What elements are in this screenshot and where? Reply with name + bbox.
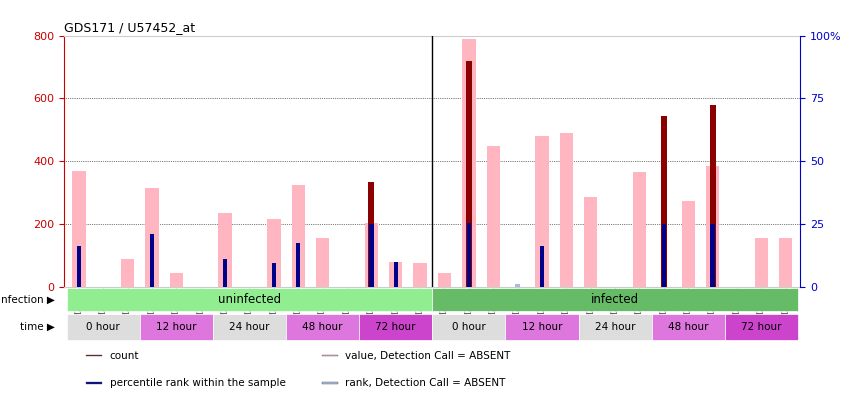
Bar (271, 263, 276, 287)
Bar (322, 355, 338, 356)
Bar (86, 383, 103, 384)
Text: 12 hour: 12 hour (156, 322, 197, 332)
Bar (584, 198, 597, 287)
Bar (437, 273, 451, 287)
Text: 48 hour: 48 hour (668, 322, 709, 332)
Bar (267, 219, 281, 287)
Bar (661, 116, 667, 287)
Text: time ▶: time ▶ (20, 322, 55, 332)
Text: percentile rank within the sample: percentile rank within the sample (110, 378, 286, 388)
Text: infected: infected (591, 293, 639, 306)
Bar (169, 273, 183, 287)
Text: 24 hour: 24 hour (229, 322, 270, 332)
Text: 0 hour: 0 hour (452, 322, 485, 332)
Bar (86, 355, 103, 356)
Bar (579, 314, 651, 340)
Bar (467, 223, 471, 287)
Text: count: count (110, 351, 140, 361)
Bar (389, 262, 402, 287)
Bar (360, 314, 432, 340)
Text: 12 hour: 12 hour (521, 322, 562, 332)
Bar (316, 238, 330, 287)
Bar (505, 314, 579, 340)
Bar (67, 314, 140, 340)
Bar (560, 133, 573, 287)
Bar (432, 288, 798, 311)
Text: uninfected: uninfected (218, 293, 281, 306)
Bar (413, 263, 427, 287)
Bar (515, 284, 520, 287)
Bar (662, 224, 666, 287)
Bar (296, 243, 300, 287)
Bar (121, 259, 134, 287)
Bar (651, 314, 725, 340)
Bar (286, 314, 360, 340)
Bar (77, 246, 81, 287)
Bar (394, 262, 398, 287)
Text: 0 hour: 0 hour (86, 322, 120, 332)
Bar (466, 61, 472, 287)
Bar (368, 182, 374, 287)
Bar (432, 314, 505, 340)
Text: 72 hour: 72 hour (376, 322, 416, 332)
Bar (540, 246, 544, 287)
Bar (223, 259, 228, 287)
Bar (369, 224, 373, 287)
Text: infection ▶: infection ▶ (0, 295, 55, 305)
Text: 48 hour: 48 hour (302, 322, 343, 332)
Bar (779, 238, 793, 287)
Text: value, Detection Call = ABSENT: value, Detection Call = ABSENT (346, 351, 511, 361)
Bar (462, 39, 476, 287)
Bar (140, 314, 213, 340)
Bar (72, 171, 86, 287)
Bar (710, 224, 715, 287)
Bar (365, 223, 378, 287)
Bar (486, 146, 500, 287)
Bar (150, 234, 154, 287)
Text: rank, Detection Call = ABSENT: rank, Detection Call = ABSENT (346, 378, 506, 388)
Bar (213, 314, 286, 340)
Text: 24 hour: 24 hour (595, 322, 635, 332)
Bar (292, 185, 305, 287)
Bar (725, 314, 798, 340)
Text: 72 hour: 72 hour (741, 322, 782, 332)
Bar (681, 200, 695, 287)
Bar (218, 213, 232, 287)
Bar (322, 383, 338, 384)
Bar (710, 105, 716, 287)
Text: GDS171 / U57452_at: GDS171 / U57452_at (64, 21, 195, 34)
Bar (755, 238, 768, 287)
Bar (706, 166, 719, 287)
Bar (633, 172, 646, 287)
Bar (146, 188, 158, 287)
Bar (67, 288, 432, 311)
Bar (535, 136, 549, 287)
